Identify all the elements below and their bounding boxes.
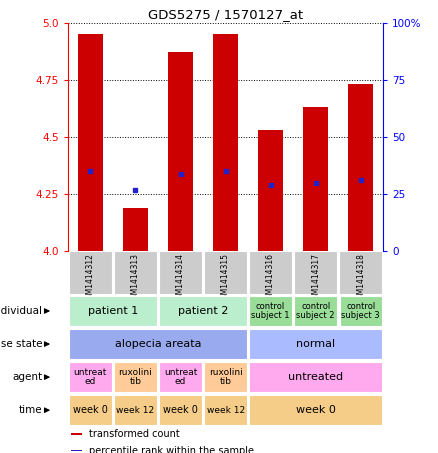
Text: GSM1414312: GSM1414312: [86, 253, 95, 304]
Text: percentile rank within the sample: percentile rank within the sample: [89, 445, 254, 453]
Bar: [294, 296, 337, 326]
Bar: [69, 395, 112, 425]
Bar: [69, 362, 112, 392]
Text: week 12: week 12: [206, 406, 245, 414]
Bar: [205, 395, 247, 425]
Text: week 0: week 0: [73, 405, 108, 415]
Text: ruxolini
tib: ruxolini tib: [119, 368, 152, 386]
Text: GSM1414317: GSM1414317: [311, 253, 320, 304]
Bar: [114, 395, 157, 425]
Bar: [159, 362, 201, 392]
Bar: [71, 450, 82, 451]
Text: control
subject 1: control subject 1: [251, 302, 290, 320]
Text: untreat
ed: untreat ed: [74, 368, 107, 386]
Text: GSM1414315: GSM1414315: [221, 253, 230, 304]
Bar: [69, 329, 247, 359]
Text: GSM1414313: GSM1414313: [131, 253, 140, 304]
Title: GDS5275 / 1570127_at: GDS5275 / 1570127_at: [148, 9, 303, 21]
Bar: [69, 296, 157, 326]
Text: disease state: disease state: [0, 339, 42, 349]
Bar: [159, 251, 202, 294]
Text: week 0: week 0: [163, 405, 198, 415]
Bar: [258, 130, 283, 251]
Bar: [348, 84, 373, 251]
Text: individual: individual: [0, 306, 42, 316]
Bar: [205, 362, 247, 392]
Bar: [213, 34, 238, 251]
Text: patient 2: patient 2: [178, 306, 228, 316]
Bar: [168, 53, 193, 251]
Bar: [294, 251, 337, 294]
Bar: [123, 208, 148, 251]
Text: transformed count: transformed count: [89, 429, 180, 439]
Text: patient 1: patient 1: [88, 306, 138, 316]
Text: week 0: week 0: [296, 405, 336, 415]
Text: normal: normal: [296, 339, 335, 349]
Bar: [78, 34, 103, 251]
Bar: [159, 296, 247, 326]
Bar: [250, 395, 382, 425]
Text: untreated: untreated: [288, 372, 343, 382]
Bar: [250, 329, 382, 359]
Bar: [250, 296, 292, 326]
Bar: [303, 107, 328, 251]
Bar: [339, 251, 382, 294]
Bar: [339, 296, 382, 326]
Bar: [250, 362, 382, 392]
Text: GSM1414318: GSM1414318: [356, 253, 365, 304]
Text: GSM1414316: GSM1414316: [266, 253, 275, 304]
Text: alopecia areata: alopecia areata: [115, 339, 201, 349]
Bar: [71, 434, 82, 435]
Bar: [114, 251, 157, 294]
Text: agent: agent: [12, 372, 42, 382]
Bar: [159, 395, 201, 425]
Text: GSM1414314: GSM1414314: [176, 253, 185, 304]
Bar: [69, 251, 112, 294]
Text: time: time: [18, 405, 42, 415]
Text: week 12: week 12: [117, 406, 155, 414]
Bar: [249, 251, 292, 294]
Text: control
subject 3: control subject 3: [341, 302, 380, 320]
Text: ruxolini
tib: ruxolini tib: [208, 368, 243, 386]
Text: untreat
ed: untreat ed: [164, 368, 197, 386]
Bar: [114, 362, 157, 392]
Text: control
subject 2: control subject 2: [297, 302, 335, 320]
Bar: [204, 251, 247, 294]
